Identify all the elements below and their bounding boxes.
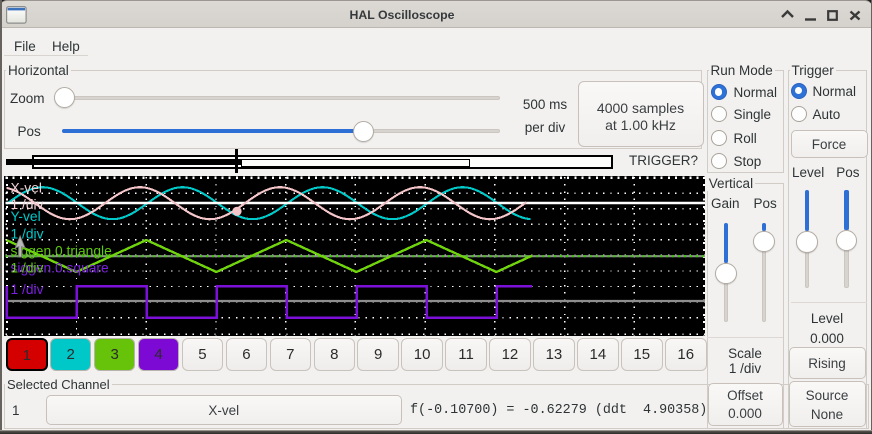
svg-text:1 /div: 1 /div	[10, 282, 43, 297]
svg-text:1 /div: 1 /div	[10, 261, 43, 276]
svg-text:Y-vel: Y-vel	[10, 209, 40, 224]
svg-text:X-vel: X-vel	[10, 181, 41, 196]
svg-text:siggen.0.triangle: siggen.0.triangle	[10, 244, 112, 259]
svg-text:1 /div: 1 /div	[10, 197, 43, 212]
svg-text:1 /div: 1 /div	[10, 227, 43, 242]
svg-text:siggen.0.square: siggen.0.square	[10, 261, 109, 276]
